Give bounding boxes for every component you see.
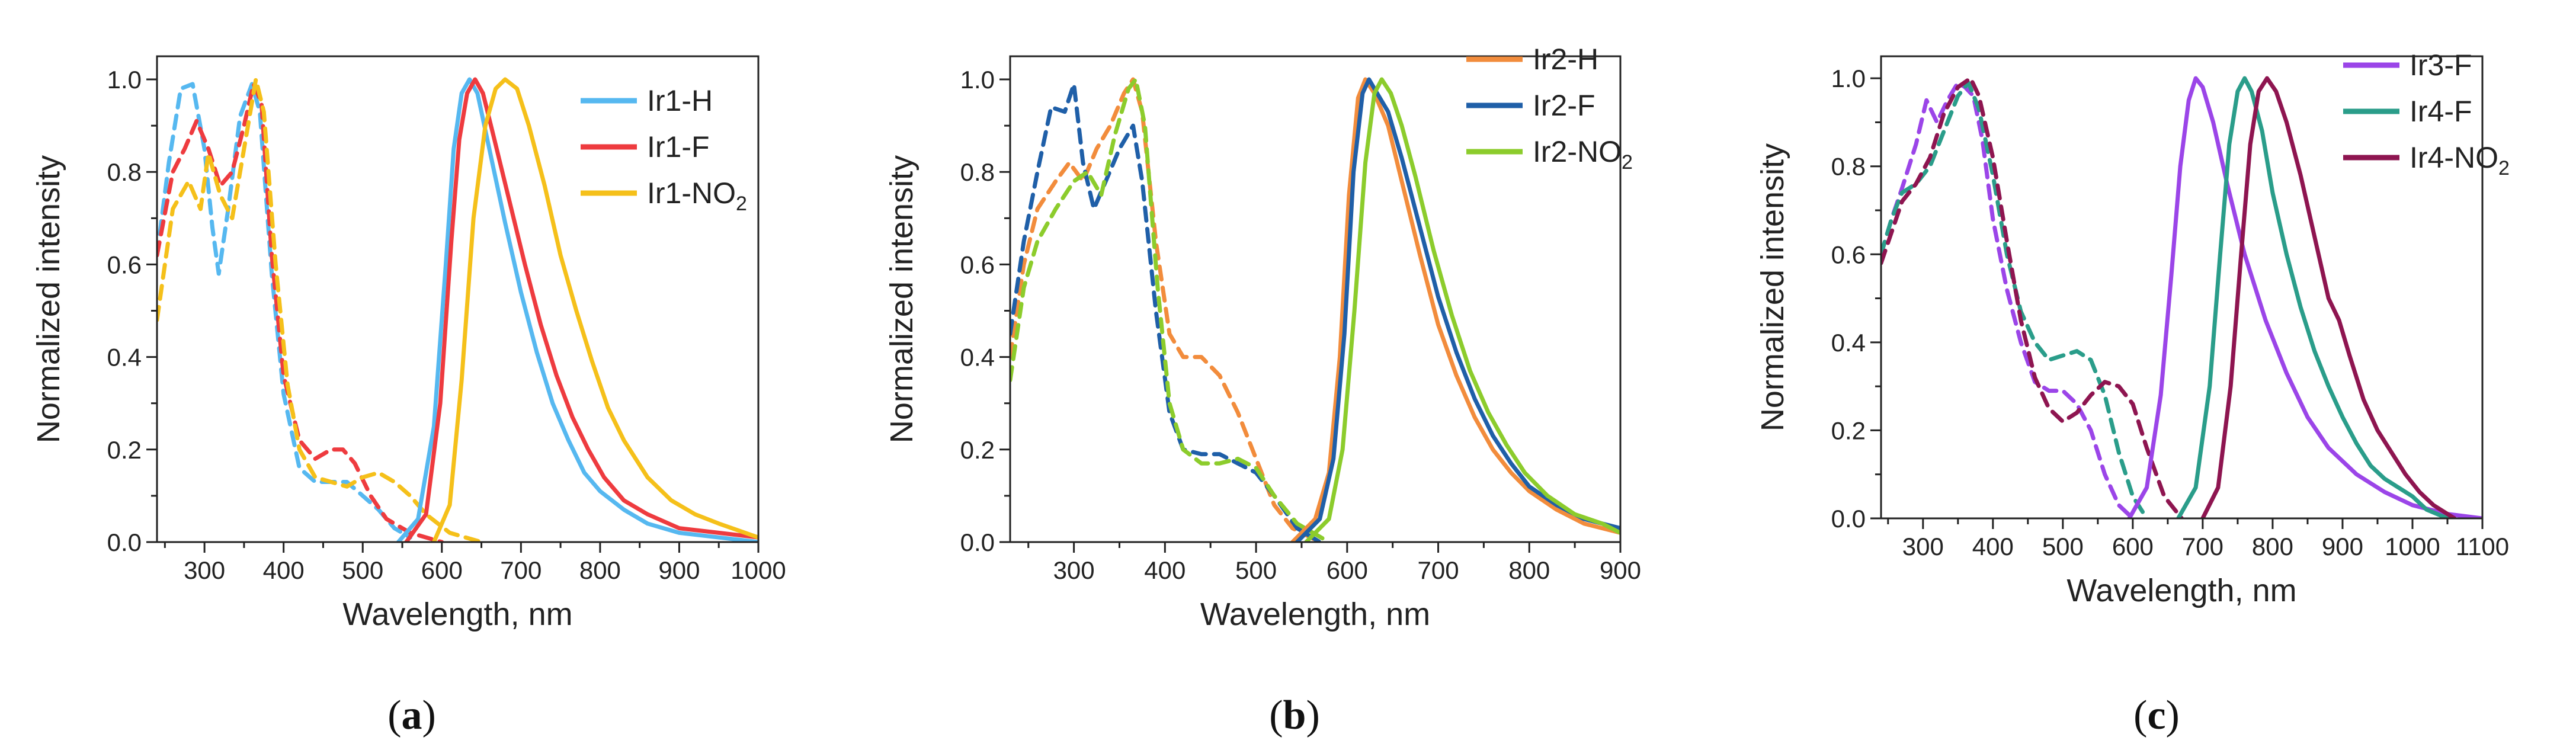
y-tick-label: 0.2 <box>107 436 142 464</box>
panel-label-c: (c) <box>2133 693 2180 738</box>
plot-frame <box>1880 55 2484 520</box>
y-tick-label: 0.2 <box>1831 416 1866 444</box>
legend-label: Ir4-NO2 <box>2410 141 2510 180</box>
y-tick-label: 0.6 <box>107 251 142 278</box>
x-axis-title: Wavelength, nm <box>1200 597 1430 632</box>
series-line-ir1-f-absorption <box>157 82 444 542</box>
x-tick-label: 300 <box>184 556 225 584</box>
legend: Ir3-F Ir4-F Ir4-NO2 <box>2343 49 2510 180</box>
panel-label-a: (a) <box>387 693 436 738</box>
y-tick-label: 1.0 <box>960 66 995 94</box>
y-tick-label: 0.6 <box>960 251 995 278</box>
legend-label: Ir2-NO2 <box>1533 135 1633 174</box>
x-tick-label: 600 <box>2112 533 2154 560</box>
legend-label: Ir2-F <box>1533 89 1595 122</box>
x-tick-label: 400 <box>1972 533 2014 560</box>
series-line-ir4-no2-emission <box>2200 76 2457 518</box>
panel-label-b: (b) <box>1269 693 1320 738</box>
panel-b-chart: 300 400 500 600 700 800 900 0.0 0.2 0.4 0.6 0.8 1.0 W… <box>884 43 1641 632</box>
series-line-ir4-f-absorption <box>1881 81 2149 518</box>
y-tick-label: 0.4 <box>1831 329 1866 357</box>
y-tick-label: 0.2 <box>960 436 995 464</box>
legend-label: Ir3-F <box>2410 49 2472 82</box>
series-line-ir2-no2-emission <box>1304 77 1620 542</box>
y-tick-label: 0.4 <box>107 344 142 371</box>
y-tick-label: 1.0 <box>1831 65 1866 92</box>
legend-label: Ir1-NO2 <box>647 177 747 215</box>
plot-frame <box>1009 55 1622 543</box>
legend-label: Ir1-H <box>647 84 713 117</box>
legend: Ir2-H Ir2-F Ir2-NO2 <box>1466 43 1633 174</box>
legend: Ir1-H Ir1-F Ir1-NO2 <box>581 84 747 215</box>
x-tick-label: 800 <box>2252 533 2293 560</box>
y-axis-title: Normalized intensity <box>1755 143 1790 431</box>
x-tick-label: 600 <box>1327 556 1368 584</box>
series-line-ir1-no2-emission <box>431 77 758 542</box>
x-tick-label: 400 <box>263 556 305 584</box>
x-tick-label: 800 <box>1508 556 1550 584</box>
y-tick-label: 0.6 <box>1831 241 1866 268</box>
x-tick-label: 900 <box>658 556 700 584</box>
series-line-ir1-h-emission <box>396 77 758 542</box>
y-axis-title: Normalized intensity <box>31 155 66 443</box>
series-line-ir2-no2-absorption <box>1010 77 1331 542</box>
legend-label: Ir4-F <box>2410 95 2472 128</box>
x-tick-label: 700 <box>2182 533 2223 560</box>
y-axis-title: Normalized intensity <box>884 155 919 443</box>
x-tick-label: 600 <box>421 556 463 584</box>
series-line-ir4-f-emission <box>2176 76 2450 518</box>
x-tick-label: 1000 <box>2385 533 2440 560</box>
series-line-ir2-f-absorption <box>1010 82 1322 542</box>
series-line-ir2-h-emission <box>1290 77 1620 542</box>
y-tick-label: 0.4 <box>960 344 995 371</box>
series-line-ir1-no2-absorption <box>157 77 484 542</box>
x-tick-label: 700 <box>500 556 542 584</box>
x-tick-label: 900 <box>1600 556 1641 584</box>
x-tick-label: 300 <box>1902 533 1944 560</box>
legend-label: Ir2-H <box>1533 43 1598 76</box>
panel-a-chart: 300 400 500 600 700 800 900 1000 0.0 0.2 0.4 0.6 0.8… <box>31 55 786 632</box>
x-axis-title: Wavelength, nm <box>2066 573 2296 608</box>
series-line-ir4-no2-absorption <box>1881 76 2184 518</box>
x-tick-label: 900 <box>2322 533 2363 560</box>
x-tick-label: 500 <box>342 556 383 584</box>
y-tick-label: 0.8 <box>960 158 995 186</box>
series-line-ir3-f-emission <box>2127 76 2482 518</box>
x-tick-label: 1000 <box>730 556 786 584</box>
y-tick-label: 0.0 <box>960 528 995 556</box>
x-tick-label: 1100 <box>2456 533 2509 560</box>
y-tick-label: 0.8 <box>1831 153 1866 181</box>
x-tick-label: 500 <box>1235 556 1277 584</box>
y-tick-label: 1.0 <box>107 66 142 94</box>
series-line-ir1-f-emission <box>404 77 758 542</box>
x-tick-label: 500 <box>2042 533 2084 560</box>
series-line-ir3-f-absorption <box>1881 81 2135 518</box>
x-axis-title: Wavelength, nm <box>342 597 572 632</box>
x-tick-label: 700 <box>1417 556 1459 584</box>
plot-frame <box>156 55 760 543</box>
series-line-ir2-f-emission <box>1295 77 1620 542</box>
x-tick-label: 300 <box>1053 556 1095 584</box>
y-tick-label: 0.0 <box>107 528 142 556</box>
legend-label: Ir1-F <box>647 130 710 164</box>
panel-c-chart: 300 400 500 600 700 800 900 1000 1100 0.0 0.2 0.4 0.… <box>1755 49 2510 608</box>
series-line-ir2-h-absorption <box>1010 77 1322 542</box>
y-tick-label: 0.8 <box>107 158 142 186</box>
x-tick-label: 400 <box>1144 556 1186 584</box>
x-tick-label: 800 <box>579 556 621 584</box>
y-tick-label: 0.0 <box>1831 505 1866 533</box>
series-line-ir1-h-absorption <box>157 82 412 540</box>
